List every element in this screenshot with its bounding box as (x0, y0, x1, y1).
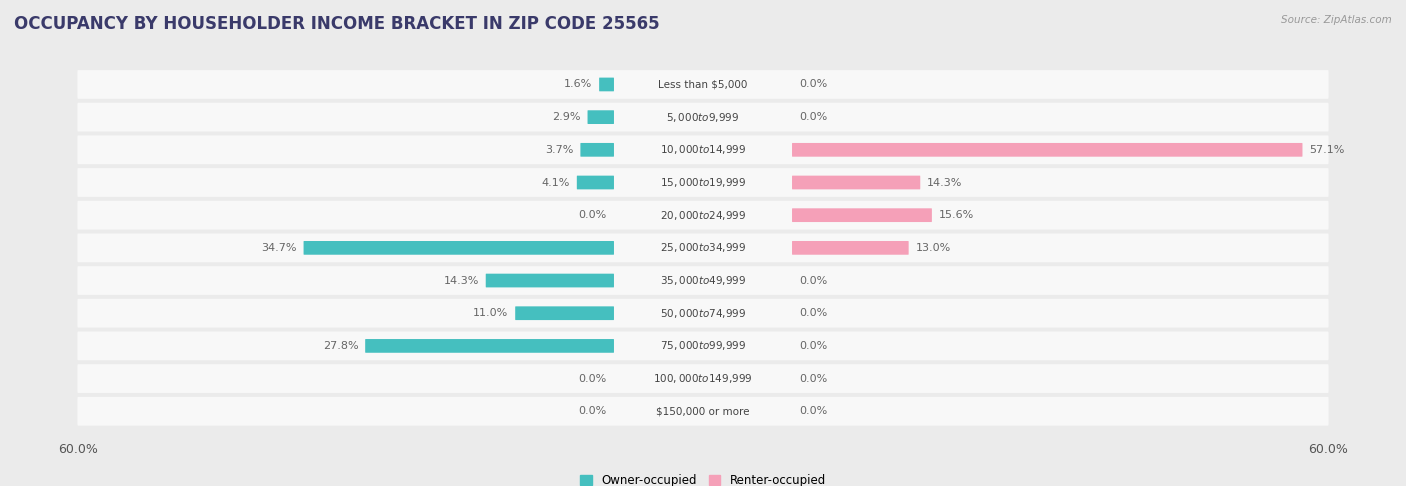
Text: 1.6%: 1.6% (564, 80, 592, 89)
Text: 0.0%: 0.0% (800, 341, 828, 351)
FancyBboxPatch shape (792, 175, 921, 190)
FancyBboxPatch shape (792, 143, 1302, 156)
Text: $100,000 to $149,999: $100,000 to $149,999 (654, 372, 752, 385)
FancyBboxPatch shape (77, 397, 1329, 426)
FancyBboxPatch shape (581, 143, 614, 156)
FancyBboxPatch shape (77, 331, 1329, 360)
Text: Less than $5,000: Less than $5,000 (658, 80, 748, 89)
Text: 0.0%: 0.0% (578, 406, 606, 416)
FancyBboxPatch shape (77, 70, 1329, 99)
FancyBboxPatch shape (515, 306, 614, 320)
Text: 14.3%: 14.3% (927, 177, 963, 188)
FancyBboxPatch shape (77, 364, 1329, 393)
Text: 4.1%: 4.1% (541, 177, 569, 188)
Text: $150,000 or more: $150,000 or more (657, 406, 749, 416)
Text: $5,000 to $9,999: $5,000 to $9,999 (666, 111, 740, 123)
Text: 0.0%: 0.0% (800, 80, 828, 89)
Text: $15,000 to $19,999: $15,000 to $19,999 (659, 176, 747, 189)
Text: 0.0%: 0.0% (800, 308, 828, 318)
Text: 0.0%: 0.0% (800, 276, 828, 286)
Text: $10,000 to $14,999: $10,000 to $14,999 (659, 143, 747, 156)
FancyBboxPatch shape (77, 299, 1329, 328)
FancyBboxPatch shape (77, 201, 1329, 229)
Text: 13.0%: 13.0% (915, 243, 950, 253)
Text: 0.0%: 0.0% (578, 374, 606, 383)
FancyBboxPatch shape (77, 136, 1329, 164)
FancyBboxPatch shape (588, 110, 614, 124)
Text: $50,000 to $74,999: $50,000 to $74,999 (659, 307, 747, 320)
FancyBboxPatch shape (77, 266, 1329, 295)
FancyBboxPatch shape (77, 168, 1329, 197)
Text: $35,000 to $49,999: $35,000 to $49,999 (659, 274, 747, 287)
FancyBboxPatch shape (792, 208, 932, 222)
FancyBboxPatch shape (576, 175, 614, 190)
FancyBboxPatch shape (792, 241, 908, 255)
Text: $75,000 to $99,999: $75,000 to $99,999 (659, 339, 747, 352)
Text: OCCUPANCY BY HOUSEHOLDER INCOME BRACKET IN ZIP CODE 25565: OCCUPANCY BY HOUSEHOLDER INCOME BRACKET … (14, 15, 659, 33)
Text: 3.7%: 3.7% (546, 145, 574, 155)
Text: 57.1%: 57.1% (1309, 145, 1344, 155)
Text: 0.0%: 0.0% (800, 374, 828, 383)
Text: 0.0%: 0.0% (800, 406, 828, 416)
FancyBboxPatch shape (77, 233, 1329, 262)
Text: 0.0%: 0.0% (800, 112, 828, 122)
Text: 11.0%: 11.0% (472, 308, 509, 318)
Text: 27.8%: 27.8% (322, 341, 359, 351)
Text: 2.9%: 2.9% (553, 112, 581, 122)
Text: Source: ZipAtlas.com: Source: ZipAtlas.com (1281, 15, 1392, 25)
Text: 15.6%: 15.6% (939, 210, 974, 220)
FancyBboxPatch shape (366, 339, 614, 353)
FancyBboxPatch shape (599, 78, 614, 91)
FancyBboxPatch shape (485, 274, 614, 287)
Text: $25,000 to $34,999: $25,000 to $34,999 (659, 242, 747, 254)
Legend: Owner-occupied, Renter-occupied: Owner-occupied, Renter-occupied (575, 469, 831, 486)
Text: 34.7%: 34.7% (262, 243, 297, 253)
FancyBboxPatch shape (77, 103, 1329, 132)
FancyBboxPatch shape (304, 241, 614, 255)
Text: $20,000 to $24,999: $20,000 to $24,999 (659, 208, 747, 222)
Text: 0.0%: 0.0% (578, 210, 606, 220)
Text: 14.3%: 14.3% (443, 276, 479, 286)
